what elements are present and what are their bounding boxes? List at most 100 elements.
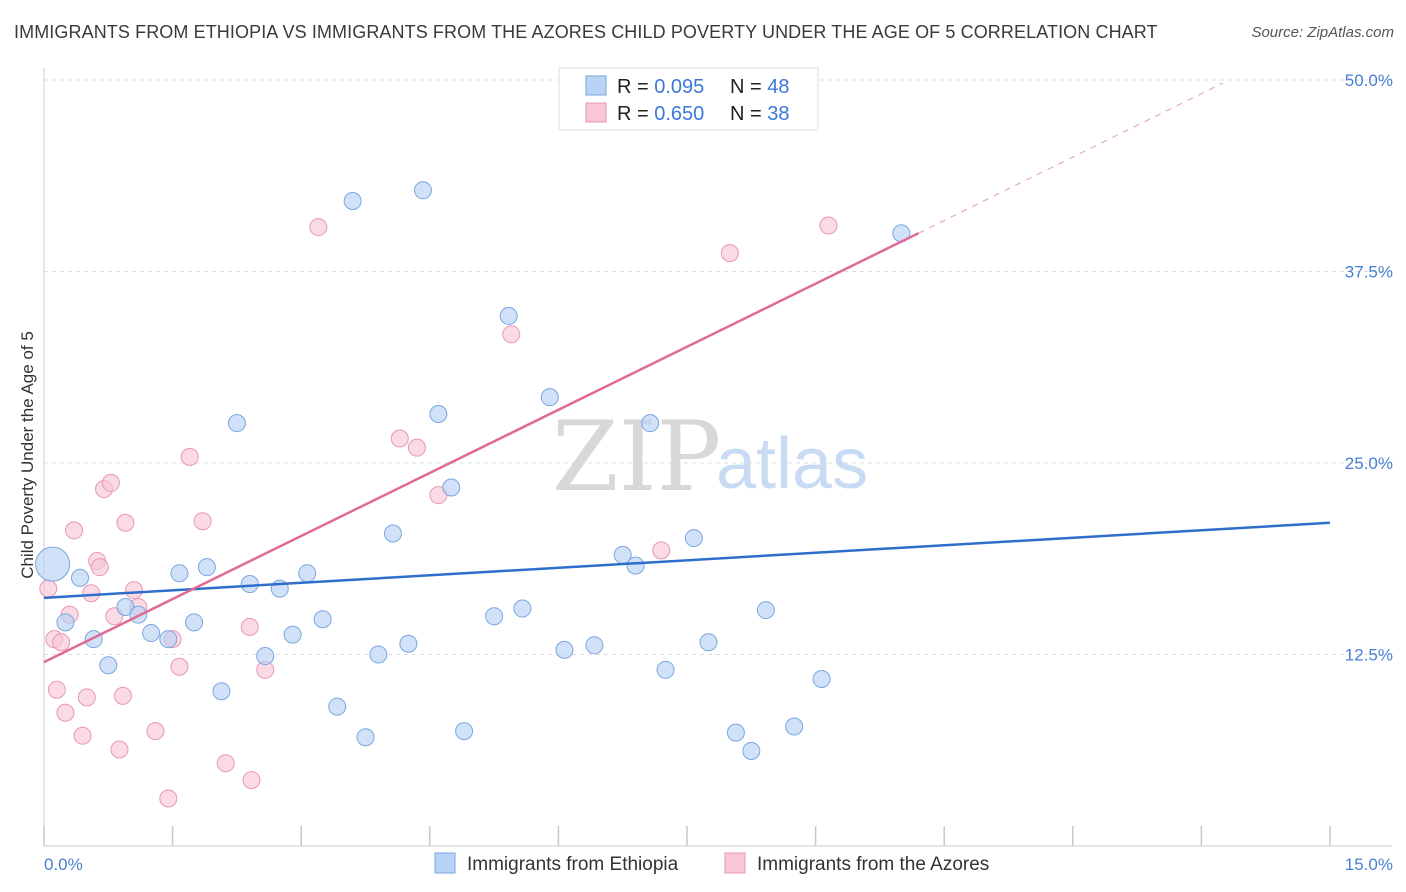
ethiopia-point — [684, 529, 703, 548]
azores-point — [652, 541, 671, 560]
x-tick-label: 15.0% — [1345, 855, 1393, 874]
ethiopia-n-value: 48 — [767, 76, 789, 98]
ethiopia-point — [455, 722, 474, 741]
ethiopia-point — [485, 607, 504, 626]
azores-point — [193, 512, 212, 531]
ethiopia-point — [555, 640, 574, 659]
ethiopia-point — [641, 414, 660, 433]
azores-point — [170, 657, 189, 676]
azores-point — [216, 754, 235, 773]
ethiopia-point — [71, 568, 90, 587]
ethiopia-point — [626, 556, 645, 575]
legend-label-azores: Immigrants from the Azores — [757, 854, 989, 875]
y-tick-label: 50.0% — [1345, 71, 1393, 90]
ethiopia-r-label: R = — [617, 76, 654, 98]
ethiopia-point — [185, 613, 204, 632]
ethiopia-point — [298, 564, 317, 583]
y-tick-label: 37.5% — [1345, 263, 1393, 282]
chart-title: IMMIGRANTS FROM ETHIOPIA VS IMMIGRANTS F… — [14, 22, 1158, 42]
ethiopia-point — [56, 613, 75, 632]
svg-text:N = 38: N = 38 — [730, 103, 790, 125]
stats-box: R = 0.095 N = 48 R = 0.650 N = 38 — [558, 67, 819, 131]
svg-text:R = 0.095: R = 0.095 — [617, 76, 704, 98]
azores-point — [407, 438, 426, 457]
ethiopia-trend-line — [43, 521, 1331, 600]
azores-stat-swatch — [585, 102, 607, 123]
ethiopia-point — [256, 647, 275, 666]
ethiopia-point — [283, 625, 302, 644]
azores-point — [47, 680, 66, 699]
legend-swatch-ethiopia — [434, 852, 456, 874]
watermark-atlas: atlas — [716, 424, 868, 504]
azores-point — [73, 726, 92, 745]
azores-point — [90, 558, 109, 577]
ethiopia-point — [369, 645, 388, 664]
ethiopia-point — [399, 634, 418, 653]
azores-point — [77, 688, 96, 707]
ethiopia-point — [499, 306, 518, 325]
ethiopia-point — [84, 630, 103, 649]
ethiopia-point — [742, 742, 761, 761]
ethiopia-r-value: 0.095 — [654, 76, 704, 98]
azores-r-label: R = — [617, 103, 654, 125]
ethiopia-point — [227, 414, 246, 433]
ethiopia-point — [197, 558, 216, 577]
ethiopia-point — [756, 601, 775, 620]
svg-text:N = 48: N = 48 — [730, 76, 790, 98]
ethiopia-point — [99, 656, 118, 675]
azores-point — [819, 216, 838, 235]
azores-point — [110, 740, 129, 759]
ethiopia-point — [699, 633, 718, 652]
ethiopia-point — [142, 624, 161, 643]
svg-text:R = 0.650: R = 0.650 — [617, 103, 704, 125]
ethiopia-point — [656, 660, 675, 679]
azores-point — [82, 584, 101, 603]
ethiopia-point — [812, 670, 831, 689]
legend-label-ethiopia: Immigrants from Ethiopia — [467, 854, 679, 875]
azores-n-label: N = — [730, 103, 767, 125]
azores-point — [502, 325, 521, 344]
azores-point — [113, 686, 132, 705]
ethiopia-point — [726, 723, 745, 742]
azores-r-value: 0.650 — [654, 103, 704, 125]
azores-n-value: 38 — [767, 103, 789, 125]
ethiopia-point — [212, 682, 231, 701]
azores-point — [240, 617, 259, 636]
legend: Immigrants from Ethiopia Immigrants from… — [434, 852, 989, 875]
ethiopia-point — [159, 630, 178, 649]
azores-point — [65, 521, 84, 540]
ethiopia-points — [35, 181, 911, 761]
ethiopia-point — [170, 564, 189, 583]
azores-point — [390, 429, 409, 448]
grid-layer: 12.5% 25.0% 37.5% 50.0% — [44, 71, 1393, 665]
azores-point — [242, 771, 261, 790]
ethiopia-point — [313, 610, 332, 629]
azores-point — [116, 513, 135, 532]
ethiopia-point — [383, 524, 402, 543]
y-tick-label: 25.0% — [1345, 454, 1393, 473]
ethiopia-point — [343, 192, 362, 211]
ethiopia-point — [328, 697, 347, 716]
watermark-zip: ZIP — [552, 401, 721, 513]
azores-point — [125, 581, 144, 600]
azores-trend-line — [43, 232, 920, 664]
legend-swatch-azores — [724, 852, 746, 874]
ethiopia-point — [585, 636, 604, 655]
y-tick-label: 12.5% — [1345, 646, 1393, 665]
azores-point — [159, 789, 178, 808]
ethiopia-point — [442, 478, 461, 497]
ethiopia-point — [356, 728, 375, 747]
ethiopia-stat-swatch — [585, 75, 607, 96]
azores-point — [309, 218, 328, 237]
ethiopia-point — [540, 388, 559, 407]
azores-trend-extension — [918, 82, 1224, 234]
source-credit: Source: ZipAtlas.com — [1251, 24, 1394, 41]
ethiopia-n-label: N = — [730, 76, 767, 98]
azores-point — [56, 703, 75, 722]
azores-point — [101, 473, 120, 492]
azores-point — [146, 722, 165, 741]
ethiopia-point — [513, 599, 532, 618]
x-tick-label: 0.0% — [44, 855, 83, 874]
trend-layer — [43, 82, 1331, 664]
